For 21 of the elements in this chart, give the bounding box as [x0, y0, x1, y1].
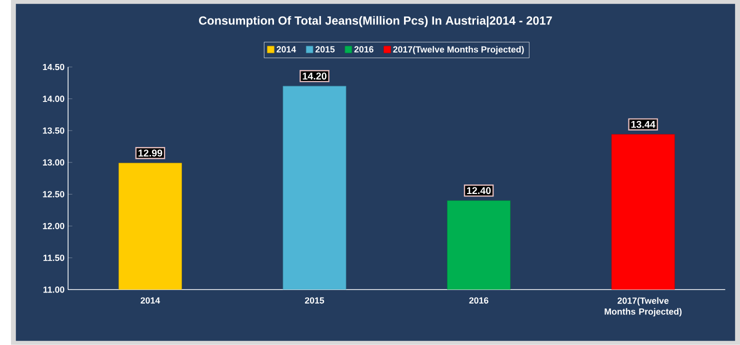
y-tick-label: 11.00 [43, 286, 64, 293]
legend-label: 2014 [276, 46, 296, 53]
x-tick-label: 2014 [140, 297, 160, 304]
y-tick-label: 11.50 [43, 254, 64, 262]
legend-label: 2015 [315, 46, 335, 53]
y-tick-label: 14.00 [42, 96, 64, 102]
data-label: 12.40 [467, 187, 491, 194]
y-tick-label: 13.00 [42, 159, 64, 166]
x-tick-label: 2016 [469, 297, 488, 304]
legend-label: 2017(Twelve Months Projected) [393, 46, 524, 54]
data-label: 12.99 [138, 150, 162, 157]
x-tick-label: 2017(Twelve Months Projected) [604, 297, 682, 317]
data-label: 14.20 [302, 72, 326, 80]
y-tick-label: 13.50 [42, 128, 64, 134]
data-label: 13.44 [631, 121, 656, 128]
y-tick-label: 14.50 [42, 64, 64, 70]
y-tick-label: 12.50 [42, 191, 64, 198]
chart-title: Consumption Of Total Jeans(Million Pcs) In Austria|2014 - 2017 [199, 16, 552, 28]
legend-label: 2016 [354, 46, 374, 53]
x-tick-label: 2015 [304, 297, 324, 304]
y-tick-label: 12.00 [42, 222, 64, 230]
